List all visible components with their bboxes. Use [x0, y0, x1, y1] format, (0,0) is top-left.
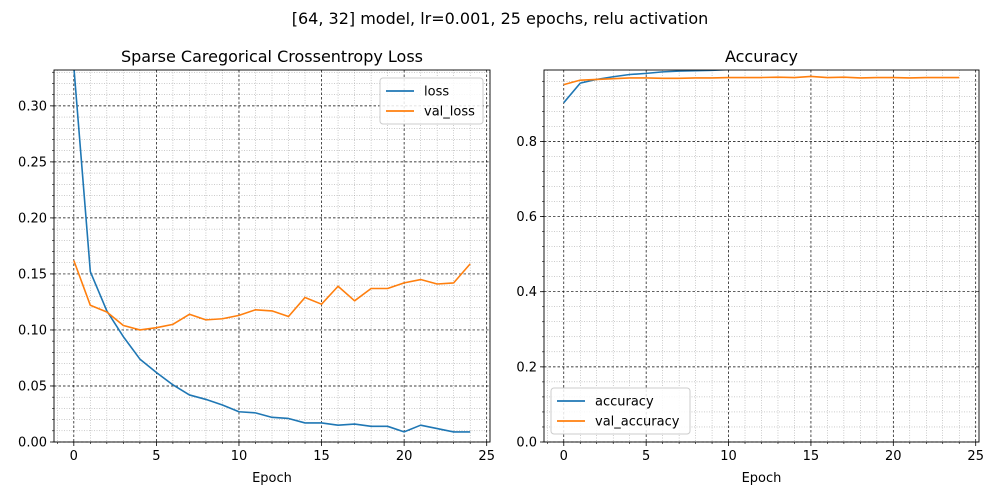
y-tick-label: 0.05 — [18, 379, 47, 394]
series-lines-1 — [563, 70, 960, 104]
series-line-val_accuracy — [563, 75, 960, 86]
x-tick-label: 15 — [313, 449, 330, 464]
x-axis-label: Epoch — [252, 471, 292, 486]
series-line-accuracy — [563, 70, 748, 104]
figure-suptitle: [64, 32] model, lr=0.001, 25 epochs, rel… — [292, 9, 709, 28]
y-tick-label: 0.4 — [516, 285, 537, 300]
y-tick-label: 0.0 — [516, 436, 537, 451]
x-axis-label: Epoch — [742, 471, 782, 486]
legend-label-loss: loss — [424, 85, 449, 100]
x-tick-label: 0 — [70, 449, 78, 464]
legend-label-accuracy: accuracy — [595, 395, 654, 410]
series-line-loss — [73, 70, 471, 433]
y-tick-label: 0.2 — [516, 360, 537, 375]
legend-0: loss val_loss — [379, 77, 484, 125]
y-tick-label: 0.8 — [516, 135, 537, 150]
y-tick-label: 0.00 — [18, 436, 47, 451]
x-tick-label: 5 — [642, 449, 650, 464]
x-tick-label: 0 — [560, 449, 568, 464]
y-tick-label: 0.30 — [18, 99, 47, 114]
x-tick-label: 5 — [152, 449, 160, 464]
y-tick-label: 0.25 — [18, 155, 47, 170]
ticks-1: 0 5 10 15 20 25 0.0 0.2 0.4 0.6 0.8 — [516, 80, 984, 464]
x-tick-label: 10 — [720, 449, 737, 464]
series-line-val_loss — [73, 260, 471, 331]
legend-box — [379, 77, 484, 125]
axes-title: Sparse Caregorical Crossentropy Loss — [121, 47, 423, 66]
accuracy-axes: 0 5 10 15 20 25 0.0 0.2 0.4 0.6 0.8 Accuracy Epoch ac… — [516, 47, 984, 486]
x-tick-label: 15 — [803, 449, 820, 464]
ticks-0: 0 5 10 15 20 25 0.00 0.05 0.10 0.15 0.20 0.25 0.30 — [18, 71, 495, 464]
legend-label-val_loss: val_loss — [424, 105, 475, 120]
y-tick-label: 0.10 — [18, 323, 47, 338]
x-tick-label: 20 — [396, 449, 413, 464]
legend-box — [550, 387, 691, 435]
y-tick-label: 0.15 — [18, 267, 47, 282]
x-tick-label: 20 — [885, 449, 902, 464]
legend-1: accuracy val_accuracy — [550, 387, 691, 435]
series-lines-0 — [73, 70, 471, 433]
axes-title: Accuracy — [725, 47, 798, 66]
loss-axes: 0 5 10 15 20 25 0.00 0.05 0.10 0.15 0.20 0.25 0.30 Sp… — [18, 47, 495, 486]
y-tick-label: 0.20 — [18, 211, 47, 226]
legend-label-val_accuracy: val_accuracy — [595, 415, 680, 430]
x-tick-label: 25 — [478, 449, 495, 464]
y-tick-label: 0.6 — [516, 210, 537, 225]
x-tick-label: 25 — [967, 449, 984, 464]
x-tick-label: 10 — [231, 449, 248, 464]
